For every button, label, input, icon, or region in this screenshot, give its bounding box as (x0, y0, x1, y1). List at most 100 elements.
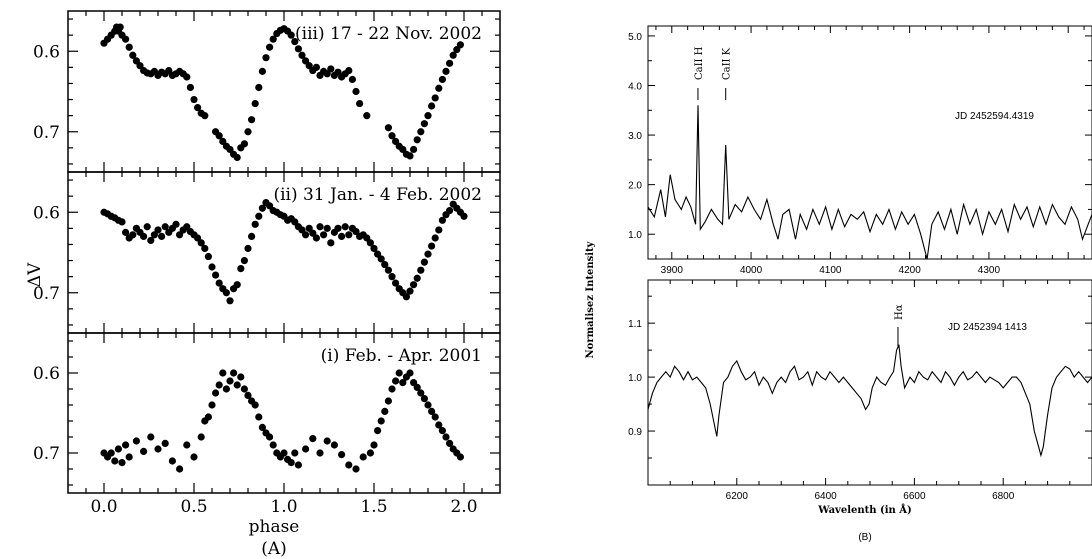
data-point (417, 128, 425, 136)
data-point (302, 445, 310, 453)
y-tick-label: 4.0 (628, 81, 642, 92)
data-point (381, 407, 389, 415)
data-point (204, 413, 212, 421)
data-point (230, 369, 238, 377)
data-point (446, 207, 454, 215)
data-point (431, 94, 439, 102)
y-tick-label: 0.7 (33, 123, 60, 143)
data-point (417, 389, 425, 397)
data-point (374, 427, 382, 435)
panel-a-caption: (A) (261, 539, 287, 559)
data-point (197, 239, 205, 247)
data-point (460, 212, 468, 220)
data-point (212, 271, 220, 279)
data-point (248, 116, 256, 124)
data-point (215, 279, 223, 287)
data-point (302, 231, 310, 239)
data-point (420, 120, 428, 128)
data-point (147, 433, 155, 441)
data-point (251, 401, 259, 409)
x-tick-label: 4000 (740, 265, 763, 276)
data-point (258, 204, 266, 212)
data-point (240, 256, 248, 265)
data-point (420, 258, 428, 266)
data-point (388, 273, 396, 281)
data-point (129, 51, 137, 59)
data-point (244, 128, 252, 136)
y-tick-label: 2.0 (628, 181, 642, 192)
data-point (215, 132, 223, 140)
data-point (204, 252, 212, 261)
data-point (233, 381, 241, 389)
data-point (111, 457, 119, 465)
data-point (370, 244, 378, 253)
data-point (161, 223, 169, 231)
data-point (435, 421, 443, 429)
data-point (233, 153, 241, 162)
data-point (377, 417, 385, 425)
y-tick-label: 0.6 (33, 203, 60, 223)
data-point (377, 255, 385, 263)
data-point (208, 401, 216, 409)
data-point (114, 445, 122, 453)
data-point (212, 389, 220, 397)
data-point (352, 87, 360, 96)
data-point (348, 75, 356, 84)
data-point (316, 449, 324, 457)
x-tick-label: 4200 (899, 265, 922, 276)
data-point (316, 223, 324, 231)
data-point (413, 136, 421, 144)
x-tick-label: 6400 (814, 491, 837, 502)
data-point (345, 461, 353, 469)
data-point (251, 99, 259, 108)
data-point (327, 239, 335, 247)
x-tick-label: 4300 (978, 265, 1001, 276)
data-point (392, 377, 400, 385)
panel-b-bottom-annotation: JD 2452394 1413 (948, 322, 1027, 333)
data-point (438, 216, 446, 224)
data-point (442, 67, 450, 75)
data-point (435, 226, 443, 234)
data-point (370, 441, 378, 449)
data-point (244, 244, 252, 253)
data-point (291, 37, 299, 46)
data-point (161, 439, 169, 447)
data-point (410, 281, 418, 289)
data-point (194, 104, 202, 112)
data-point (294, 45, 302, 53)
data-point (413, 383, 421, 391)
data-point (334, 224, 342, 232)
data-point (140, 232, 148, 240)
data-point (395, 369, 403, 377)
data-point (442, 433, 450, 441)
data-point (327, 65, 335, 73)
data-point (237, 265, 245, 273)
data-point (420, 395, 428, 403)
data-point (406, 369, 414, 377)
y-tick-label: 5.0 (628, 32, 642, 43)
subpanel-title: (i) Feb. - Apr. 2001 (321, 346, 482, 366)
data-point (366, 239, 374, 247)
y-tick-label: 0.6 (33, 364, 60, 384)
data-point (449, 51, 457, 59)
data-point (384, 397, 392, 405)
data-point (431, 234, 439, 242)
data-point (172, 220, 180, 228)
data-point (255, 212, 263, 220)
panel-a-xlabel: phase (249, 517, 300, 537)
data-point (406, 287, 414, 295)
data-point (129, 231, 137, 239)
panel-b-bottom-spectrum: 6200 6400 6600 6800 0.9 1.0 1.1 Hα (628, 279, 1092, 502)
data-point (251, 220, 259, 228)
data-point (291, 449, 299, 457)
data-point (435, 84, 443, 92)
data-point (320, 231, 328, 239)
y-tick-label: 0.7 (33, 444, 60, 464)
data-point (125, 453, 133, 461)
panel-b-xlabel: Wavelenth (in Å) (817, 504, 912, 516)
data-point (338, 232, 346, 240)
data-point (424, 401, 432, 409)
data-point (280, 449, 288, 457)
data-point (384, 124, 392, 132)
data-point (352, 465, 360, 473)
